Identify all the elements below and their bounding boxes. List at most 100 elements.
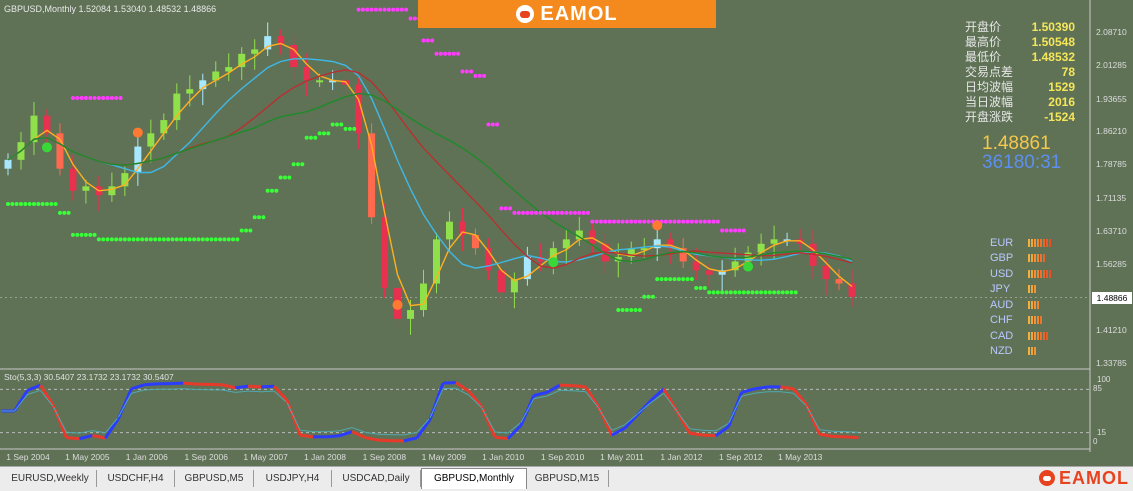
- candle-body: [186, 89, 193, 93]
- stop-dot-support: [170, 237, 174, 241]
- stop-dot-resistance: [573, 211, 577, 215]
- brand-logo-bottom: EAMOL: [1039, 466, 1129, 490]
- stop-dot-resistance: [365, 8, 369, 12]
- price-tick-label: 1.33785: [1096, 358, 1127, 368]
- stop-dot-resistance: [647, 220, 651, 224]
- strength-bar: [1028, 301, 1030, 309]
- stop-dot-support: [776, 290, 780, 294]
- stochastic-segment: [417, 420, 430, 438]
- stop-dot-support: [339, 122, 343, 126]
- strength-bar: [1031, 239, 1033, 247]
- stop-dot-support: [28, 202, 32, 206]
- stop-dot-resistance: [720, 229, 724, 233]
- oscillator-title: Sto(5,3,3) 30.5407 23.1732 23.1732 30.54…: [4, 372, 174, 382]
- stop-dot-support: [733, 290, 737, 294]
- stop-dot-support: [6, 202, 10, 206]
- tab-eurusd-weekly[interactable]: EURUSD,Weekly: [4, 470, 97, 487]
- stochastic-segment: [235, 386, 248, 388]
- oscillator-level-label: 85: [1093, 384, 1102, 393]
- tab-usdchf-h4[interactable]: USDCHF,H4: [97, 470, 175, 487]
- info-value: 1529: [1048, 80, 1075, 95]
- strength-bar: [1043, 254, 1045, 262]
- stop-dot-resistance: [370, 8, 374, 12]
- price-tick-label: 1.63710: [1096, 226, 1127, 236]
- stop-dot-resistance: [508, 206, 512, 210]
- stop-dot-support: [322, 131, 326, 135]
- stop-dot-resistance: [629, 220, 633, 224]
- stop-dot-resistance: [582, 211, 586, 215]
- chart-area[interactable]: GBPUSD,Monthly 1.52084 1.53040 1.48532 1…: [0, 0, 1133, 463]
- stop-dot-support: [309, 136, 313, 140]
- strength-bar: [1034, 239, 1036, 247]
- stop-dot-support: [681, 277, 685, 281]
- currency-row: AUD: [990, 297, 1051, 313]
- stop-dot-resistance: [409, 16, 413, 20]
- strength-bar: [1028, 285, 1030, 293]
- tab-usdjpy-h4[interactable]: USDJPY,H4: [254, 470, 332, 487]
- candle-body: [823, 266, 830, 279]
- stochastic-segment: [443, 383, 456, 384]
- info-label: 开盘价: [965, 20, 1001, 35]
- stop-dot-support: [235, 237, 239, 241]
- tab-usdcad-daily[interactable]: USDCAD,Daily: [332, 470, 421, 487]
- currency-row: EUR: [990, 235, 1051, 251]
- stop-dot-support: [720, 290, 724, 294]
- strength-bar: [1046, 332, 1048, 340]
- strength-bar: [1046, 239, 1048, 247]
- stop-dot-support: [114, 237, 118, 241]
- stop-dot-resistance: [551, 211, 555, 215]
- stop-dot-support: [664, 277, 668, 281]
- stochastic-signal-segment: [820, 430, 833, 432]
- stop-dot-support: [119, 237, 123, 241]
- strength-bar: [1046, 270, 1048, 278]
- currency-name: GBP: [990, 252, 1028, 264]
- stop-dot-resistance: [478, 74, 482, 78]
- stochastic-segment: [40, 385, 53, 406]
- tab-gbpusd-m5[interactable]: GBPUSD,M5: [175, 470, 254, 487]
- stop-dot-resistance: [396, 8, 400, 12]
- stop-dot-resistance: [716, 220, 720, 224]
- tab-gbpusd-monthly[interactable]: GBPUSD,Monthly: [421, 468, 527, 489]
- time-tick-label: 1 Sep 2006: [184, 452, 227, 462]
- time-tick-label: 1 Sep 2012: [719, 452, 762, 462]
- stop-dot-support: [759, 290, 763, 294]
- time-tick-label: 1 Jan 2006: [126, 452, 168, 462]
- price-chart[interactable]: [0, 0, 1133, 463]
- stop-dot-resistance: [391, 8, 395, 12]
- price-tick-label: 1.71135: [1096, 193, 1126, 203]
- stop-dot-resistance: [586, 211, 590, 215]
- stop-dot-support: [287, 176, 291, 180]
- stop-dot-support: [201, 237, 205, 241]
- brand-logo-icon: [516, 5, 534, 23]
- stop-dot-resistance: [456, 52, 460, 56]
- stop-dot-support: [348, 127, 352, 131]
- stop-dot-resistance: [625, 220, 629, 224]
- stop-dot-support: [80, 233, 84, 237]
- candle-body: [264, 36, 271, 49]
- stop-dot-support: [93, 233, 97, 237]
- stochastic-segment: [534, 392, 547, 395]
- stop-dot-support: [97, 237, 101, 241]
- stop-dot-resistance: [686, 220, 690, 224]
- price-tick-label: 1.41210: [1096, 325, 1127, 335]
- stochastic-segment: [261, 386, 274, 387]
- stop-dot-support: [326, 131, 330, 135]
- stop-dot-support: [209, 237, 213, 241]
- candle-body: [836, 279, 843, 283]
- tab-gbpusd-m15[interactable]: GBPUSD,M15: [526, 470, 609, 487]
- stop-dot-support: [110, 237, 114, 241]
- strength-bar: [1031, 316, 1033, 324]
- stop-dot-resistance: [729, 229, 733, 233]
- strength-bar: [1043, 270, 1045, 278]
- time-tick-label: 1 Jan 2012: [660, 452, 702, 462]
- stop-dot-support: [313, 136, 317, 140]
- stop-dot-support: [651, 295, 655, 299]
- stop-dot-support: [54, 202, 58, 206]
- stop-dot-resistance: [97, 96, 101, 100]
- stop-dot-support: [283, 176, 287, 180]
- stop-dot-support: [62, 211, 66, 215]
- strength-bar: [1034, 285, 1036, 293]
- stochastic-segment: [105, 419, 118, 438]
